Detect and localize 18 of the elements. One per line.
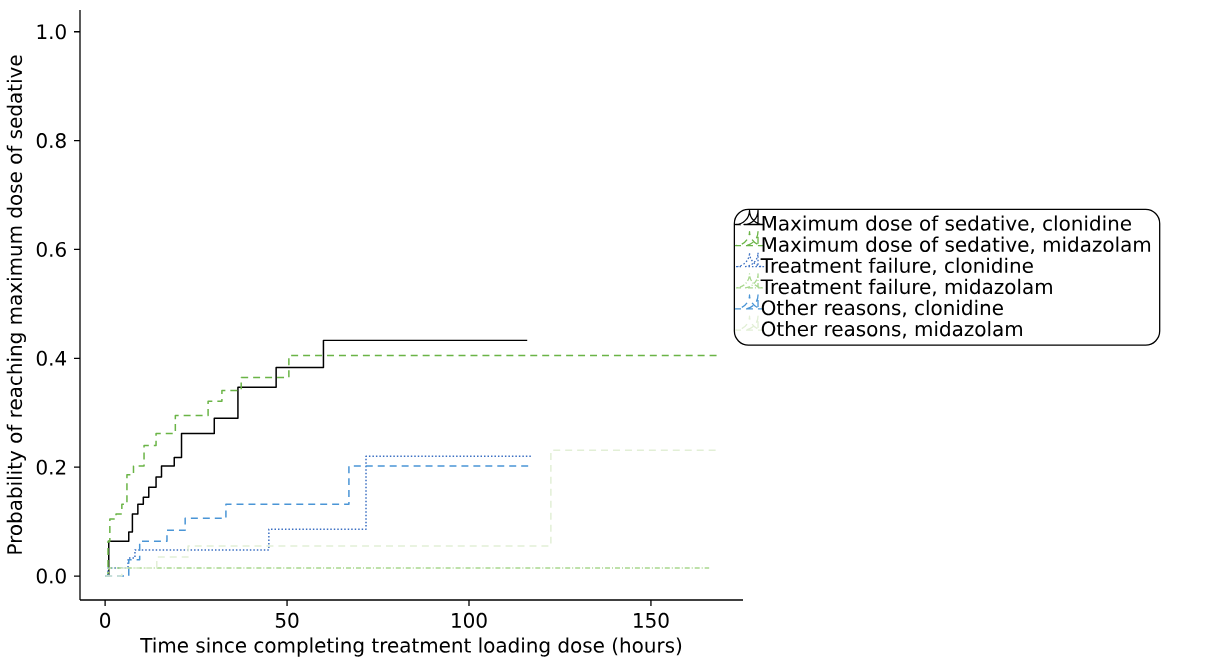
x-axis-title: Time since completing treatment loading dose (hours) xyxy=(140,637,682,657)
legend-label: Treatment failure, clonidine xyxy=(760,257,1033,276)
y-tick-label: 0.2 xyxy=(36,459,66,475)
y-tick-label: 0.8 xyxy=(36,133,66,149)
x-tick-label: 50 xyxy=(275,612,299,628)
x-tick-label: 150 xyxy=(634,612,669,628)
y-tick-label: 0.0 xyxy=(36,568,66,584)
legend-label: Other reasons, midazolam xyxy=(761,320,1022,339)
x-tick-label: 0 xyxy=(100,612,111,628)
y-tick-label: 1.0 xyxy=(37,24,66,40)
y-axis-title: Probability of reaching maximum dose of sedative xyxy=(6,55,26,554)
legend-label: Treatment failure, midazolam xyxy=(760,278,1052,297)
x-tick-label: 100 xyxy=(452,612,487,628)
y-tick-label: 0.6 xyxy=(36,241,66,258)
y-tick-label: 0.4 xyxy=(36,350,67,366)
legend-label: Maximum dose of sedative, midazolam xyxy=(762,236,1151,254)
legend-label: Maximum dose of sedative, clonidine xyxy=(762,215,1131,233)
legend-label: Other reasons, clonidine xyxy=(761,299,1003,318)
